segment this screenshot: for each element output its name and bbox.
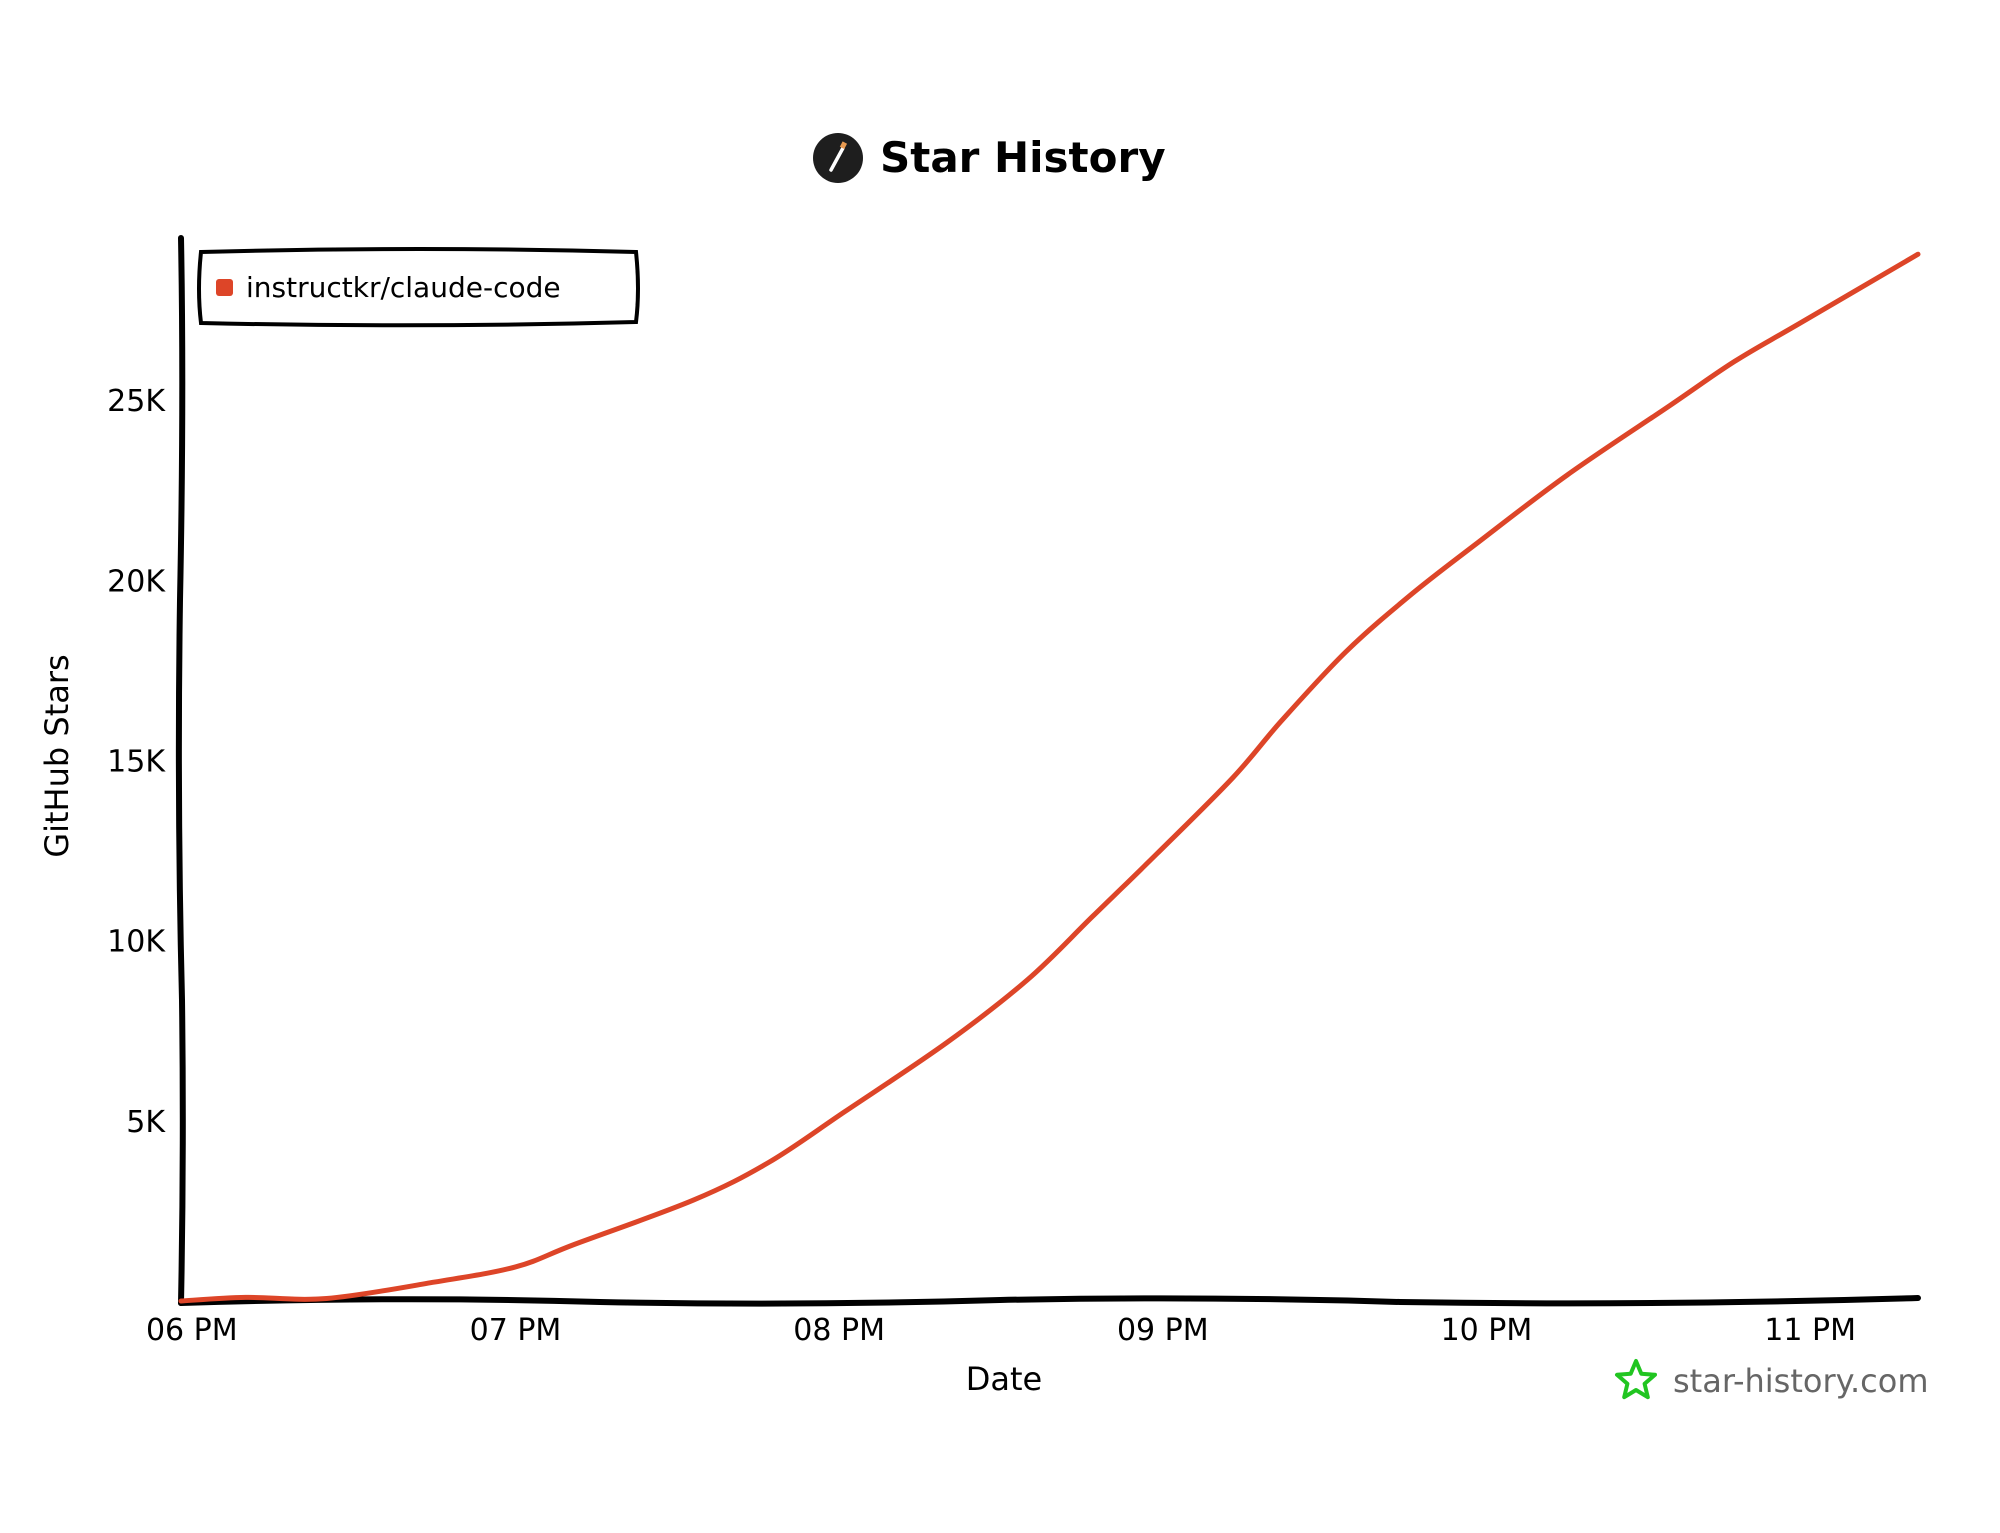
x-axis-label: Date	[966, 1360, 1042, 1398]
y-axis-label: GitHub Stars	[38, 654, 76, 857]
x-tick-label: 10 PM	[1441, 1313, 1533, 1348]
watermark[interactable]: star-history.com	[1615, 1359, 1929, 1400]
y-tick-label: 15K	[107, 744, 166, 779]
y-tick-label: 5K	[126, 1105, 166, 1140]
legend-box	[197, 247, 640, 328]
y-tick-label: 25K	[107, 384, 166, 419]
x-axis-line	[178, 1295, 1921, 1307]
x-tick-label: 07 PM	[470, 1313, 562, 1348]
x-tick-label: 08 PM	[793, 1313, 885, 1348]
x-tick-label: 06 PM	[146, 1313, 238, 1348]
y-tick-label: 20K	[107, 564, 166, 599]
legend: instructkr/claude-code	[197, 247, 640, 328]
x-tick-label: 09 PM	[1117, 1313, 1209, 1348]
pen-logo-stroke	[829, 146, 845, 172]
legend-swatch	[216, 279, 233, 296]
pen-logo-tip	[839, 141, 848, 150]
chart-title-text: Star History	[880, 133, 1166, 182]
y-axis-line	[175, 235, 186, 1306]
watermark-text[interactable]: star-history.com	[1673, 1362, 1929, 1400]
y-tick-label: 10K	[107, 925, 166, 960]
chart-title: Star History	[813, 133, 1166, 183]
star-outline-icon	[1615, 1359, 1657, 1400]
series-line-instructkr-claude-code	[178, 251, 1921, 1304]
legend-label: instructkr/claude-code	[246, 271, 561, 304]
x-tick-label: 11 PM	[1764, 1313, 1856, 1348]
